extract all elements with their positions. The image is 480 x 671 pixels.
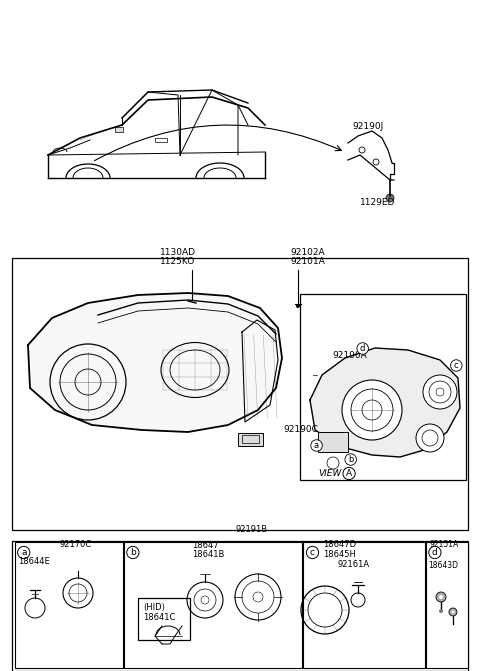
Bar xyxy=(242,435,259,443)
Text: 18641C: 18641C xyxy=(143,613,175,622)
Bar xyxy=(300,294,466,480)
Text: 18647D: 18647D xyxy=(323,540,356,549)
Circle shape xyxy=(452,611,455,613)
Text: d: d xyxy=(360,344,365,353)
Bar xyxy=(138,598,190,640)
Text: 92190C: 92190C xyxy=(283,425,318,434)
Polygon shape xyxy=(310,348,460,457)
Text: VIEW: VIEW xyxy=(318,469,341,478)
Text: 1125KO: 1125KO xyxy=(160,257,196,266)
Circle shape xyxy=(342,380,402,440)
Circle shape xyxy=(439,595,443,599)
Circle shape xyxy=(386,194,394,202)
Text: 18641B: 18641B xyxy=(192,550,224,559)
Bar xyxy=(155,138,167,142)
Text: A: A xyxy=(346,469,352,478)
Text: 1129ED: 1129ED xyxy=(360,198,396,207)
Bar xyxy=(15,542,123,668)
Bar xyxy=(426,542,468,668)
Text: 92101A: 92101A xyxy=(290,257,325,266)
Circle shape xyxy=(439,609,443,613)
Bar xyxy=(12,258,468,530)
Bar xyxy=(115,127,123,132)
Circle shape xyxy=(296,304,300,308)
Text: 92190A: 92190A xyxy=(332,351,367,360)
Text: 92191B: 92191B xyxy=(236,525,268,534)
Text: 1130AD: 1130AD xyxy=(160,248,196,257)
Text: a: a xyxy=(21,548,26,557)
Polygon shape xyxy=(28,293,282,432)
Text: 18647: 18647 xyxy=(192,541,218,550)
Bar xyxy=(318,432,348,452)
Text: 18644E: 18644E xyxy=(18,557,50,566)
Text: 92170C: 92170C xyxy=(60,540,92,549)
Circle shape xyxy=(188,298,196,306)
Text: c: c xyxy=(310,548,315,557)
Circle shape xyxy=(416,424,444,452)
Circle shape xyxy=(436,592,446,602)
Circle shape xyxy=(423,375,457,409)
Bar xyxy=(308,363,323,374)
Bar xyxy=(303,542,425,668)
Text: (HID): (HID) xyxy=(143,603,165,612)
Text: b: b xyxy=(130,548,136,557)
Text: d: d xyxy=(432,548,438,557)
Text: a: a xyxy=(314,441,319,450)
Text: b: b xyxy=(348,455,353,464)
Text: 92161A: 92161A xyxy=(338,560,370,569)
Text: 92190J: 92190J xyxy=(352,122,383,131)
Text: 92151A: 92151A xyxy=(430,540,459,549)
Bar xyxy=(124,542,302,668)
Bar xyxy=(238,433,263,446)
Text: 18645H: 18645H xyxy=(323,550,356,559)
Text: 18643D: 18643D xyxy=(428,561,458,570)
Circle shape xyxy=(449,608,457,616)
Bar xyxy=(12,541,468,671)
Text: c: c xyxy=(454,361,458,370)
Text: 92102A: 92102A xyxy=(291,248,325,257)
